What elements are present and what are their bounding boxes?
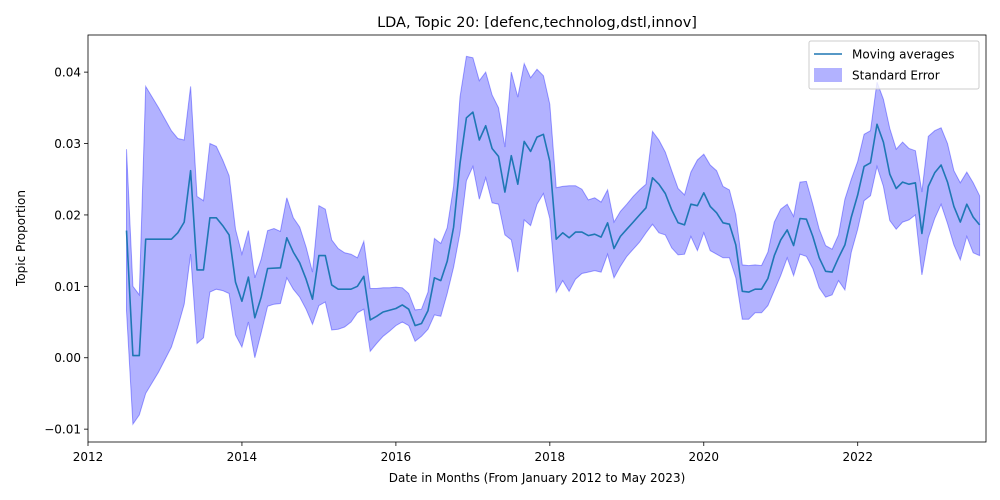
standard-error-band-layer (126, 55, 981, 426)
legend-label-standard-error: Standard Error (852, 69, 940, 83)
y-axis-label: Topic Proportion (14, 190, 28, 287)
standard-error-band (126, 55, 981, 426)
y-tick-label: 0.03 (54, 137, 81, 151)
legend-label-moving-averages: Moving averages (852, 48, 955, 62)
chart-title: LDA, Topic 20: [defenc,technolog,dstl,in… (377, 15, 697, 31)
legend-box (808, 40, 980, 90)
legend-band-swatch (814, 68, 842, 82)
x-tick-label: 2020 (688, 450, 719, 464)
moving-average-line (125, 111, 981, 357)
y-tick-label: 0.02 (54, 208, 81, 222)
moving-average-line-layer (125, 111, 981, 357)
x-tick-label: 2012 (73, 450, 104, 464)
x-axis-label: Date in Months (From January 2012 to May… (389, 471, 686, 485)
x-tick-label: 2016 (381, 450, 412, 464)
axis-ticks-layer: 2012 2014 2016 2018 2020 2022 −0.01 0.00 0.01 0.0… (44, 66, 873, 464)
y-tick-label: 0.04 (54, 66, 81, 80)
legend: Moving averages Standard Error (808, 40, 980, 90)
y-tick-label: 0.00 (54, 351, 81, 365)
y-tick-label: −0.01 (44, 423, 81, 437)
x-tick-label: 2018 (535, 450, 566, 464)
y-tick-label: 0.01 (54, 280, 81, 294)
x-tick-label: 2022 (842, 450, 873, 464)
plot-frame (87, 34, 987, 443)
x-tick-label: 2014 (227, 450, 258, 464)
